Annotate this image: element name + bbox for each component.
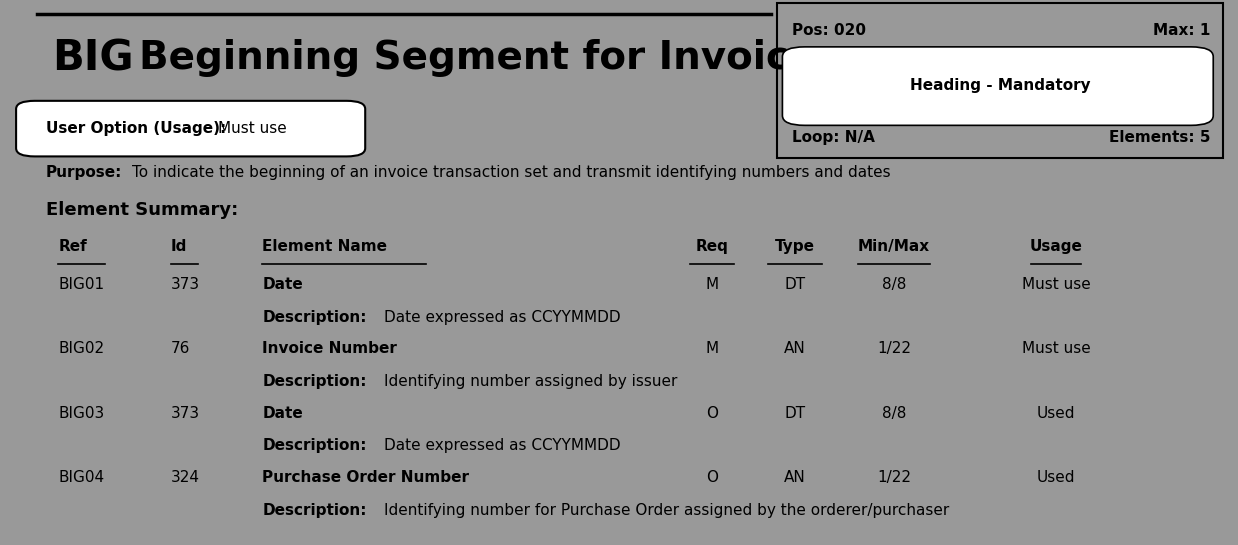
Text: Element Summary:: Element Summary: [46, 201, 238, 220]
Text: 76: 76 [171, 341, 191, 356]
Text: Purpose:: Purpose: [46, 165, 123, 180]
Text: Usage: Usage [1030, 239, 1082, 254]
Text: Req: Req [696, 239, 728, 254]
Text: Element Name: Element Name [262, 239, 387, 254]
Text: Invoice Number: Invoice Number [262, 341, 397, 356]
FancyBboxPatch shape [782, 47, 1213, 125]
Text: Date: Date [262, 405, 303, 421]
Text: AN: AN [784, 470, 806, 485]
Text: Description:: Description: [262, 438, 366, 453]
Text: Type: Type [775, 239, 815, 254]
Text: 1/22: 1/22 [877, 341, 911, 356]
Text: O: O [706, 470, 718, 485]
Text: Date expressed as CCYYMMDD: Date expressed as CCYYMMDD [384, 438, 620, 453]
Text: Must use: Must use [218, 120, 287, 136]
FancyBboxPatch shape [16, 101, 365, 156]
Text: Used: Used [1036, 470, 1076, 485]
Text: Must use: Must use [1021, 341, 1091, 356]
Text: Purchase Order Number: Purchase Order Number [262, 470, 469, 485]
Text: O: O [706, 405, 718, 421]
Text: Max: 1: Max: 1 [1154, 23, 1211, 39]
Text: Must use: Must use [1021, 277, 1091, 292]
Text: 324: 324 [171, 470, 199, 485]
Text: BIG02: BIG02 [58, 341, 104, 356]
Text: AN: AN [784, 341, 806, 356]
Text: Date: Date [262, 277, 303, 292]
Text: Ref: Ref [58, 239, 87, 254]
Text: Identifying number assigned by issuer: Identifying number assigned by issuer [384, 374, 677, 389]
Text: 373: 373 [171, 405, 201, 421]
Text: 1/22: 1/22 [877, 470, 911, 485]
Text: Used: Used [1036, 405, 1076, 421]
Text: 373: 373 [171, 277, 201, 292]
Text: BIG01: BIG01 [58, 277, 104, 292]
Text: Heading - Mandatory: Heading - Mandatory [910, 77, 1091, 93]
Text: Id: Id [171, 239, 187, 254]
Text: DT: DT [784, 405, 806, 421]
Text: Loop: N/A: Loop: N/A [792, 130, 875, 145]
Text: M: M [706, 341, 718, 356]
Text: To indicate the beginning of an invoice transaction set and transmit identifying: To indicate the beginning of an invoice … [132, 165, 891, 180]
Text: Description:: Description: [262, 310, 366, 325]
Text: Date expressed as CCYYMMDD: Date expressed as CCYYMMDD [384, 310, 620, 325]
Text: DT: DT [784, 277, 806, 292]
Text: Description:: Description: [262, 374, 366, 389]
FancyBboxPatch shape [777, 3, 1223, 158]
Text: User Option (Usage):: User Option (Usage): [46, 120, 227, 136]
Text: Pos: 020: Pos: 020 [792, 23, 867, 39]
Text: Beginning Segment for Invoice: Beginning Segment for Invoice [139, 39, 815, 77]
Text: BIG: BIG [52, 37, 134, 80]
Text: 8/8: 8/8 [881, 405, 906, 421]
Text: 8/8: 8/8 [881, 277, 906, 292]
Text: Min/Max: Min/Max [858, 239, 930, 254]
Text: BIG04: BIG04 [58, 470, 104, 485]
Text: BIG03: BIG03 [58, 405, 104, 421]
Text: Identifying number for Purchase Order assigned by the orderer/purchaser: Identifying number for Purchase Order as… [384, 502, 950, 518]
Text: Elements: 5: Elements: 5 [1109, 130, 1211, 145]
Text: Description:: Description: [262, 502, 366, 518]
Text: M: M [706, 277, 718, 292]
